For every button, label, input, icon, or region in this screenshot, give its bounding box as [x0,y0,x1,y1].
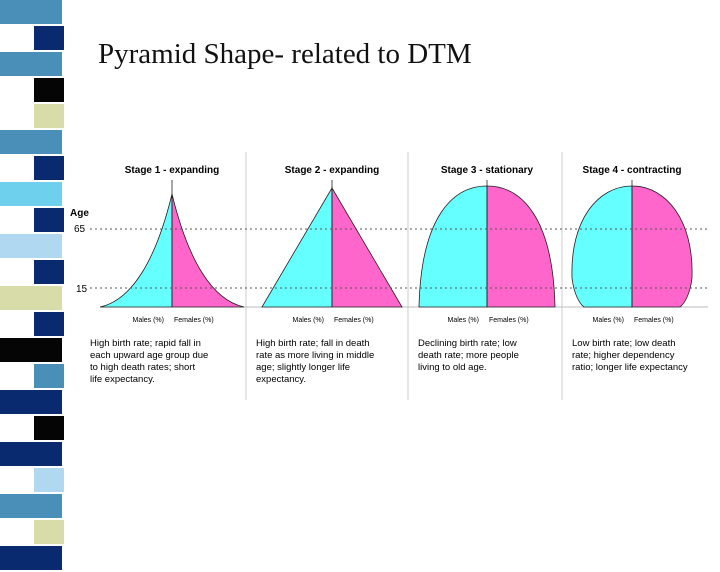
description-line: Declining birth rate; low [418,338,517,349]
strip-block [34,312,64,338]
stage-description: High birth rate; rapid fall in each upwar… [90,338,208,385]
description-line: Low birth rate; low death [572,338,676,349]
males-shape [571,185,633,308]
strip-block [0,442,62,468]
slide-title: Pyramid Shape- related to DTM [98,38,472,70]
males-label: Males (%) [292,317,324,324]
strip-block [34,364,64,390]
age-axis: Age 65 15 [70,208,89,295]
description-line: expectancy. [256,374,306,385]
males-shape [99,193,173,308]
description-line: each upward age group due [90,350,208,361]
strip-block [0,390,62,416]
stage-title: Stage 1 - expanding [125,165,219,176]
strip-block [34,78,64,104]
description-line: death rate; more people [418,350,519,361]
females-label: Females (%) [489,317,529,324]
females-label: Females (%) [634,317,674,324]
males-shape [418,185,488,308]
males-label: Males (%) [447,317,479,324]
description-line: rate; higher dependency [572,350,675,361]
age-tick-15: 15 [76,284,88,295]
stage-description: Low birth rate; low death rate; higher de… [572,338,688,373]
strip-block [0,546,62,572]
strip-block [0,494,62,520]
description-line: living to old age. [418,362,487,373]
strip-block [34,104,64,130]
strip-block [0,234,62,260]
strip-block [34,468,64,494]
males-shape [261,186,333,308]
stage-title: Stage 2 - expanding [285,165,379,176]
females-shape [171,193,245,308]
females-label: Females (%) [174,317,214,324]
stage-title: Stage 4 - contracting [583,165,682,176]
strip-block [0,52,62,78]
stage-title: Stage 3 - stationary [441,165,534,176]
strip-block [34,26,64,52]
strip-block [0,286,62,312]
description-line: to high death rates; short [90,362,195,373]
age-tick-65: 65 [74,224,86,235]
strip-block [0,338,62,364]
description-line: age; slightly longer life [256,362,350,373]
description-line: High birth rate; fall in death [256,338,370,349]
females-shape [331,186,403,308]
description-line: High birth rate; rapid fall in [90,338,201,349]
strip-block [34,208,64,234]
stage-description: Declining birth rate; low death rate; mor… [418,338,519,373]
description-line: life expectancy. [90,374,155,385]
strip-block [34,260,64,286]
females-shape [631,185,693,308]
description-line: rate as more living in middle [256,350,374,361]
strip-block [0,0,62,26]
strip-block [34,520,64,546]
males-label: Males (%) [592,317,624,324]
strip-block [34,416,64,442]
stage-captions: Stage 1 - expanding Males (%) Females (%) H… [90,165,688,385]
age-axis-title: Age [70,208,89,219]
strip-block [0,130,62,156]
description-line: ratio; longer life expectancy [572,362,688,373]
strip-block [0,182,62,208]
decorative-strip [0,0,70,572]
females-label: Females (%) [334,317,374,324]
stage-description: High birth rate; fall in death rate as mo… [256,338,374,385]
strip-block [34,156,64,182]
pyramid-shapes [99,180,693,308]
pyramid-diagram: Age 65 15 Stage 1 - expanding Males (%) Fe… [70,152,708,400]
females-shape [486,185,556,308]
males-label: Males (%) [132,317,164,324]
